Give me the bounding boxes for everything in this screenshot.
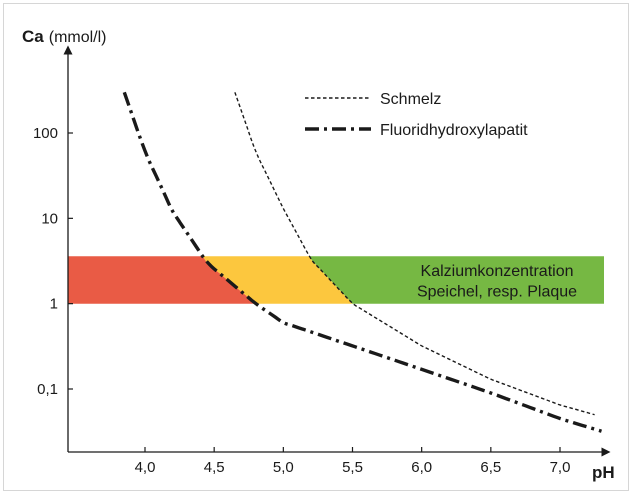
legend: Schmelz Fluoridhydroxylapatit bbox=[305, 91, 528, 139]
y-axis-variable: Ca bbox=[22, 27, 44, 46]
x-tick-label: 7,0 bbox=[550, 459, 571, 476]
y-tick-label: 100 bbox=[33, 125, 58, 142]
x-tick-label: 5,5 bbox=[342, 459, 363, 476]
y-axis-unit: (mmol/l) bbox=[49, 29, 107, 46]
series-line-schmelz bbox=[234, 92, 595, 416]
x-axis-title: pH bbox=[592, 463, 615, 482]
legend-label-schmelz: Schmelz bbox=[380, 91, 441, 108]
curves bbox=[122, 91, 602, 433]
axes bbox=[63, 45, 611, 457]
tick-layer: 4,0 4,5 5,0 5,5 6,0 6,5 7,0 0,1 1 10 100 bbox=[33, 125, 570, 476]
band-segment-yellow bbox=[202, 256, 353, 304]
y-tick-label: 10 bbox=[41, 210, 58, 227]
x-tick-label: 5,0 bbox=[273, 459, 294, 476]
x-tick-label: 4,5 bbox=[204, 459, 225, 476]
x-tick-label: 6,0 bbox=[411, 459, 432, 476]
band-label-line2: Speichel, resp. Plaque bbox=[417, 284, 577, 301]
band-label-line1: Kalziumkonzentration bbox=[421, 263, 574, 280]
y-tick-label: 1 bbox=[50, 296, 58, 313]
y-axis-title: Ca (mmol/l) bbox=[22, 27, 107, 46]
band-segment-green bbox=[309, 256, 604, 304]
calcium-band: Kalziumkonzentration Speichel, resp. Pla… bbox=[68, 256, 604, 304]
x-tick-label: 4,0 bbox=[135, 459, 156, 476]
chart-frame bbox=[3, 3, 629, 491]
band-segment-red bbox=[68, 256, 256, 304]
series-line-fluoridhydroxylapatit bbox=[122, 91, 602, 433]
x-tick-label: 6,5 bbox=[480, 459, 501, 476]
legend-label-fluoridhydroxylapatit: Fluoridhydroxylapatit bbox=[380, 122, 528, 139]
y-tick-label: 0,1 bbox=[37, 381, 58, 398]
